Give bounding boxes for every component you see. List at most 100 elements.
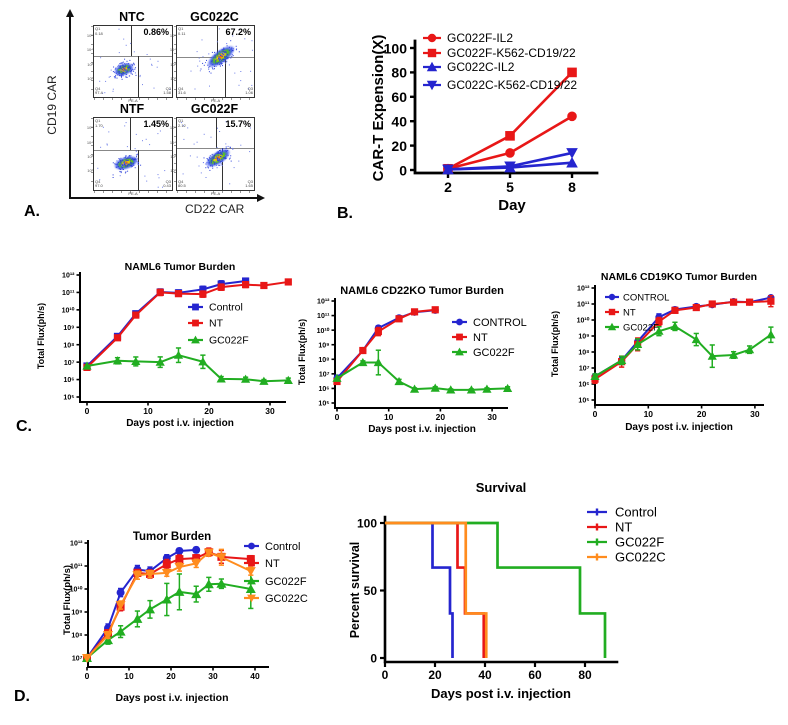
x-tick-label: 20	[436, 412, 446, 422]
series-NT	[83, 547, 255, 662]
gate-vertical-lower-line	[138, 55, 140, 97]
x-axis-ticks: 0 10 20 30	[85, 402, 275, 416]
marker-triangle	[707, 351, 717, 360]
flow-plot-title: GC022F	[190, 102, 239, 116]
flow-x-ticks	[94, 98, 172, 100]
x-axis-label: Days post i.v. injection	[625, 422, 733, 433]
x-axis-label: Days post i.v. injection	[126, 418, 234, 429]
marker-square	[505, 131, 515, 141]
marker-square	[175, 555, 184, 564]
y-tick-label: 10¹⁰	[62, 307, 75, 315]
marker-square	[113, 334, 122, 342]
marker-square	[162, 560, 171, 569]
y-axis-label: CAR-T Expension(X)	[370, 35, 387, 182]
legend-label: GC022C	[615, 550, 666, 565]
marker-triangle	[728, 350, 739, 359]
marker-triangle	[358, 357, 368, 367]
x-tick-label: 0	[85, 406, 90, 416]
marker-triangle	[112, 356, 123, 365]
x-tick-label: 40	[250, 671, 260, 681]
survival-curve	[385, 521, 488, 658]
x-tick-label: 40	[478, 668, 492, 682]
series-GC022C	[82, 548, 256, 663]
x-tick-label: 0	[335, 412, 340, 422]
marker-square	[567, 67, 577, 78]
y-tick-label: 60	[391, 89, 407, 105]
series-GC022F	[385, 521, 607, 658]
q4-micro-label: Q4 31.6	[178, 85, 186, 96]
gate-vertical-lower-line	[224, 56, 226, 97]
axis-lines	[594, 285, 764, 406]
flow-plot-title: NTF	[119, 102, 145, 116]
y-tick-label: 0	[370, 652, 377, 666]
y-tick-label: 10⁶	[63, 377, 74, 384]
marker-square	[199, 290, 207, 298]
chart-naml6-cd22ko-tumor-burden: 0 10 20 30 10¹² 10¹¹ 10¹⁰ 10⁹ 10⁸ 10⁷ 10⁶ 10⁵ NAML6 …	[297, 285, 527, 435]
marker-circle	[248, 542, 255, 550]
y-tick-label: 10⁷	[319, 372, 330, 379]
marker-square	[242, 281, 250, 289]
marker-triangle	[744, 345, 755, 354]
q3-micro-label: Q3 1.65	[245, 178, 253, 189]
marker-square	[655, 317, 663, 326]
y-axis-micro-label: 10³	[87, 154, 93, 159]
series-line	[86, 354, 289, 383]
x-tick-label: 5	[506, 179, 514, 195]
axis-lines	[79, 272, 286, 403]
marker-triangle	[654, 326, 664, 335]
marker-square	[284, 278, 292, 286]
flow-plot-gc022f: 15.7% Q1 2.12 Q4 80.5 Q3 1.65 10⁵ 10⁴ 10³ 10² PE-A	[170, 117, 255, 196]
x-axis-ticks: 2 5 8	[444, 173, 576, 195]
axis-lines	[87, 540, 269, 668]
legend-label: Control	[265, 541, 300, 553]
series-NT	[591, 294, 775, 385]
marker-triangle	[633, 339, 643, 348]
cd22-axis-line	[69, 197, 258, 199]
y-axis-micro-label: 10²	[170, 75, 176, 81]
axes	[594, 285, 764, 406]
x-axis-ticks: 0 10 20 30	[593, 405, 760, 419]
y-tick-label: 80	[391, 65, 407, 81]
series-GC022F	[332, 349, 513, 394]
flow-y-ticks	[174, 118, 176, 190]
legend-label: GC022C-K562-CD19/22	[447, 78, 577, 92]
y-tick-label: 10¹⁰	[317, 327, 330, 335]
marker-square	[427, 48, 437, 58]
x-axis-label: Days post i.v. injection	[116, 692, 229, 704]
marker-triangle-down	[426, 80, 438, 91]
cell-density-cluster	[198, 141, 238, 175]
flow-x-axis-name: PE-A	[128, 98, 138, 103]
series-CONTROL	[591, 294, 775, 380]
cd19-axis-line	[69, 16, 71, 199]
gate-vertical-upper-line	[129, 118, 131, 150]
marker-triangle-down	[203, 548, 214, 558]
x-tick-label: 10	[384, 412, 394, 422]
series-GC022F	[590, 321, 776, 380]
marker-triangle	[155, 357, 165, 366]
y-tick-label: 100	[384, 40, 408, 56]
chart-naml6-cd19ko-tumor-burden: 0 10 20 30 10¹² 10¹¹ 10¹⁰ 10⁹ 10⁸ 10⁷ 10⁶ 10⁵ NAML6 …	[550, 271, 776, 433]
marker-triangle	[455, 347, 464, 356]
marker-square	[395, 315, 403, 323]
marker-triangle-down	[191, 559, 202, 569]
quadrant-percent-label: 0.86%	[143, 27, 169, 37]
axis-lines	[383, 515, 619, 664]
marker-triangle	[115, 626, 126, 636]
gate-vertical-lower-line	[221, 148, 223, 190]
q4-micro-label: Q4 80.5	[178, 178, 186, 189]
y-tick-label: 100	[357, 517, 377, 531]
y-axis-micro-label: 10²	[170, 168, 176, 174]
axes	[79, 272, 286, 403]
marker-triangle	[430, 383, 440, 392]
marker-triangle	[216, 374, 226, 383]
marker-triangle-down	[566, 148, 578, 159]
marker-square	[156, 288, 164, 297]
marker-circle	[608, 293, 616, 301]
flow-plot-ntf: 1.45% Q1 1.70 Q4 97.0 Q3 0.43 10⁵ 10⁴ 10³ 10² PE-A	[87, 117, 173, 196]
x-axis-label: Days post i.v. injection	[431, 686, 571, 701]
y-axis-micro-label: 10⁵	[86, 125, 93, 131]
marker-triangle	[670, 321, 680, 330]
marker-triangle	[131, 356, 141, 366]
q1-micro-label: Q1 0.11	[178, 26, 186, 36]
